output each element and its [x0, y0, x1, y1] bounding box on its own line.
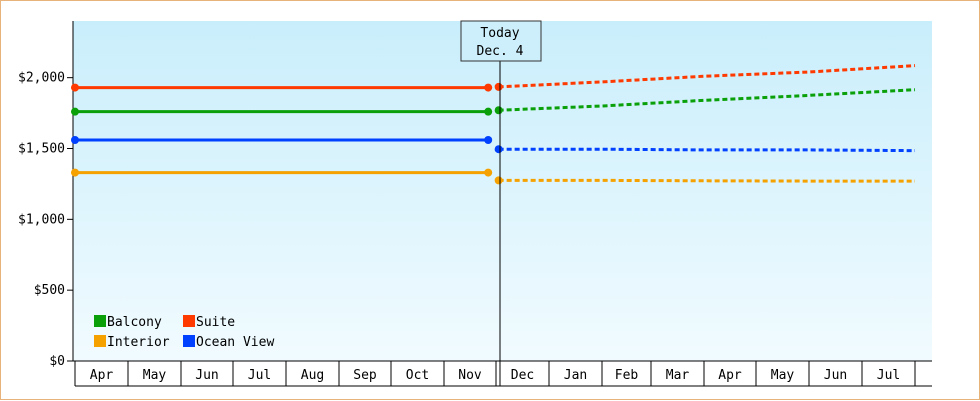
legend-label-interior: Interior	[107, 335, 170, 350]
x-tick-label: Jan	[564, 368, 587, 383]
series-suite-point	[71, 83, 79, 92]
x-tick-label: Jul	[248, 368, 271, 383]
series-balcony-point	[71, 107, 79, 116]
y-tick-label: $1,000	[18, 212, 65, 227]
x-tick-label: Oct	[406, 368, 429, 383]
x-tick-label: Nov	[458, 368, 482, 383]
y-tick-label: $0	[49, 354, 65, 369]
series-ocean-view-point	[71, 136, 79, 144]
x-tick-label: Jun	[824, 368, 847, 383]
x-tick-label: Dec	[511, 368, 534, 383]
x-tick-label: Jul	[877, 368, 900, 383]
x-tick-label: Apr	[90, 368, 114, 383]
series-ocean-view-point	[494, 145, 503, 154]
series-suite-point	[494, 82, 503, 91]
plot-background	[73, 21, 932, 361]
x-tick-label: May	[771, 368, 795, 383]
legend-label-ocean-view: Ocean View	[196, 335, 274, 350]
y-tick-label: $1,500	[18, 142, 65, 157]
legend-swatch-suite	[183, 315, 195, 327]
series-interior-forecast-line	[498, 178, 915, 183]
series-suite-forecast-line	[498, 64, 916, 89]
today-marker-label: Today	[480, 26, 519, 41]
x-tick-label: Aug	[301, 368, 324, 383]
series-suite-point	[484, 83, 493, 92]
x-tick-label: Mar	[666, 368, 690, 383]
series-balcony-point	[494, 106, 503, 115]
series-interior-point	[71, 168, 79, 177]
y-tick-label: $2,000	[18, 71, 65, 86]
series-interior-point	[484, 168, 493, 177]
x-tick-label: Sep	[353, 368, 377, 383]
series-ocean-view-forecast-line	[498, 147, 916, 153]
legend-label-suite: Suite	[196, 315, 235, 330]
x-tick-label: Jun	[195, 368, 218, 383]
legend-swatch-interior	[94, 335, 106, 347]
legend-swatch-ocean-view	[183, 335, 195, 347]
x-tick-label: Apr	[718, 368, 742, 383]
series-ocean-view-point	[484, 136, 493, 144]
today-marker-box	[460, 20, 542, 62]
y-tick-label: $500	[34, 283, 65, 298]
today-marker-date: Dec. 4	[477, 44, 524, 59]
series-interior-point	[494, 176, 503, 185]
x-tick-label: Feb	[615, 368, 639, 383]
legend-label-balcony: Balcony	[107, 315, 162, 330]
series-balcony-forecast-line	[498, 88, 916, 112]
series-balcony-point	[484, 107, 493, 116]
legend-swatch-balcony	[94, 315, 106, 327]
x-tick-label: May	[143, 368, 167, 383]
